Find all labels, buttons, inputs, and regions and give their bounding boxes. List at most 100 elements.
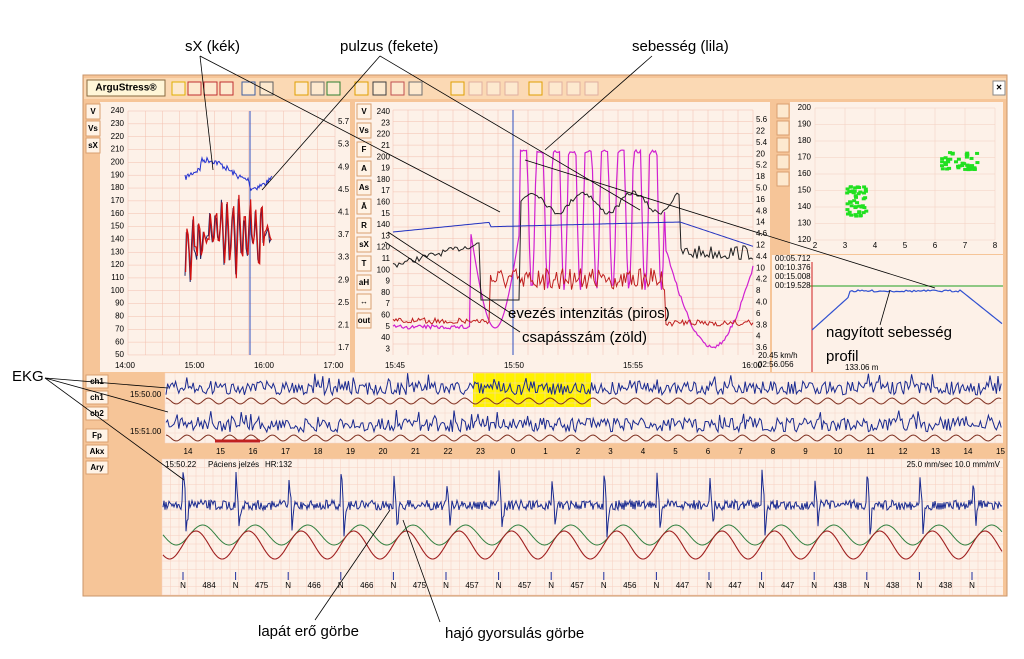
side-button[interactable] [85,137,101,154]
toolbar-icon[interactable] [372,81,387,96]
y-tick-label: 60 [115,337,124,346]
y-tick-label: 120 [798,235,812,244]
toolbar-icon[interactable] [566,81,581,96]
tool-button[interactable] [776,120,790,136]
side-button[interactable] [356,293,372,310]
leader-line [524,159,936,289]
y2-tick-label: 8 [756,286,761,295]
x-tick-label: 6 [933,241,938,250]
scatter-point [948,151,953,155]
zoom-speed-curve [811,289,1003,331]
scatter-point [943,161,948,165]
close-button[interactable] [992,80,1006,96]
y-tick-label: 160 [111,209,125,218]
x-tick-label: 16:00 [742,361,763,370]
x-tick-label: 7 [738,447,743,456]
toolbar-icon[interactable] [504,81,519,96]
toolbar-icon[interactable] [528,81,543,96]
toolbar-icon[interactable] [171,81,186,96]
toolbar-icon[interactable] [584,81,599,96]
toolbar-icon[interactable] [486,81,501,96]
blade-force-curve [162,524,1003,546]
detail-time: 15:50.22 [165,460,197,469]
x-tick-label: 1 [543,447,548,456]
y2-tick-label: 5.6 [756,115,768,124]
toolbar-icon[interactable] [326,81,341,96]
rr-interval: 457 [571,581,585,590]
panel-2 [355,102,770,372]
side-button[interactable] [356,160,372,177]
annotation: lapát erő görbe [258,623,359,640]
side-button[interactable] [356,312,372,329]
toolbar-icon[interactable] [354,81,369,96]
toolbar-icon[interactable] [468,81,483,96]
y2-tick-label: 1.7 [338,343,350,352]
detail-scale: 25.0 mm/sec 10.0 mm/mV [907,460,1001,469]
sx-curve [184,156,273,192]
leader-line [379,55,641,211]
zoom-time: 00:19.528 [775,281,811,290]
toolbar-icon[interactable] [241,81,256,96]
detail-marker: Páciens jelzés [208,460,259,469]
toolbar-icon[interactable] [408,81,423,96]
toolbar-icon[interactable] [548,81,563,96]
y-tick-label: 11 [382,254,391,263]
channel-button[interactable] [85,428,109,443]
scatter-point [857,186,862,190]
channel-button[interactable] [85,406,109,421]
toolbar-icon[interactable] [390,81,405,96]
y-tick-label: 190 [798,120,812,129]
channel-button-label: Fp [92,431,102,440]
channel-button[interactable] [85,460,109,475]
toolbar-icon[interactable] [294,81,309,96]
x-tick-label: 16 [249,447,258,456]
scatter-point [852,189,857,193]
app-button[interactable] [86,79,166,97]
toolbar-icon[interactable] [310,81,325,96]
toolbar-icon[interactable] [203,81,218,96]
side-button[interactable] [85,103,101,120]
channel-button-label: Akx [90,447,105,456]
y2-tick-label: 4.5 [338,185,350,194]
side-button[interactable] [356,103,372,120]
y-tick-label: 240 [377,107,391,116]
side-button[interactable] [356,274,372,291]
scatter-point [855,201,860,205]
toolbar-icon[interactable] [450,81,465,96]
toolbar-icon[interactable] [187,81,202,96]
toolbar-icon[interactable] [219,81,234,96]
beat-label: N [285,581,291,590]
toolbar-icon[interactable] [259,81,274,96]
side-button[interactable] [356,179,372,196]
side-button[interactable] [356,217,372,234]
tool-button[interactable] [776,103,790,119]
y2-tick-label: 2.5 [338,298,350,307]
side-button[interactable] [356,198,372,215]
scatter-point [849,213,854,217]
channel-button[interactable] [85,444,109,459]
leader-line [387,231,516,317]
scatter-point [860,204,865,208]
x-tick-label: 3 [843,241,848,250]
scatter-point [946,160,951,164]
scatter-point [851,191,856,195]
y-tick-label: 150 [111,222,125,231]
scatter-point [854,214,859,218]
side-button[interactable] [356,255,372,272]
tool-button[interactable] [776,154,790,170]
tool-button[interactable] [776,171,790,187]
side-button[interactable] [85,120,101,137]
y2-tick-label: 4.2 [756,275,768,284]
y2-tick-label: 3.7 [338,230,350,239]
side-button[interactable] [356,122,372,139]
intensity-curve [185,194,272,281]
ecg-strip-signal [165,434,1002,442]
scatter-point [957,164,962,168]
scatter-point [857,204,862,208]
side-button[interactable] [356,236,372,253]
scatter-point [853,186,858,190]
side-button[interactable] [356,141,372,158]
scatter-point [853,205,858,209]
tool-button[interactable] [776,137,790,153]
rr-interval: 438 [834,581,848,590]
